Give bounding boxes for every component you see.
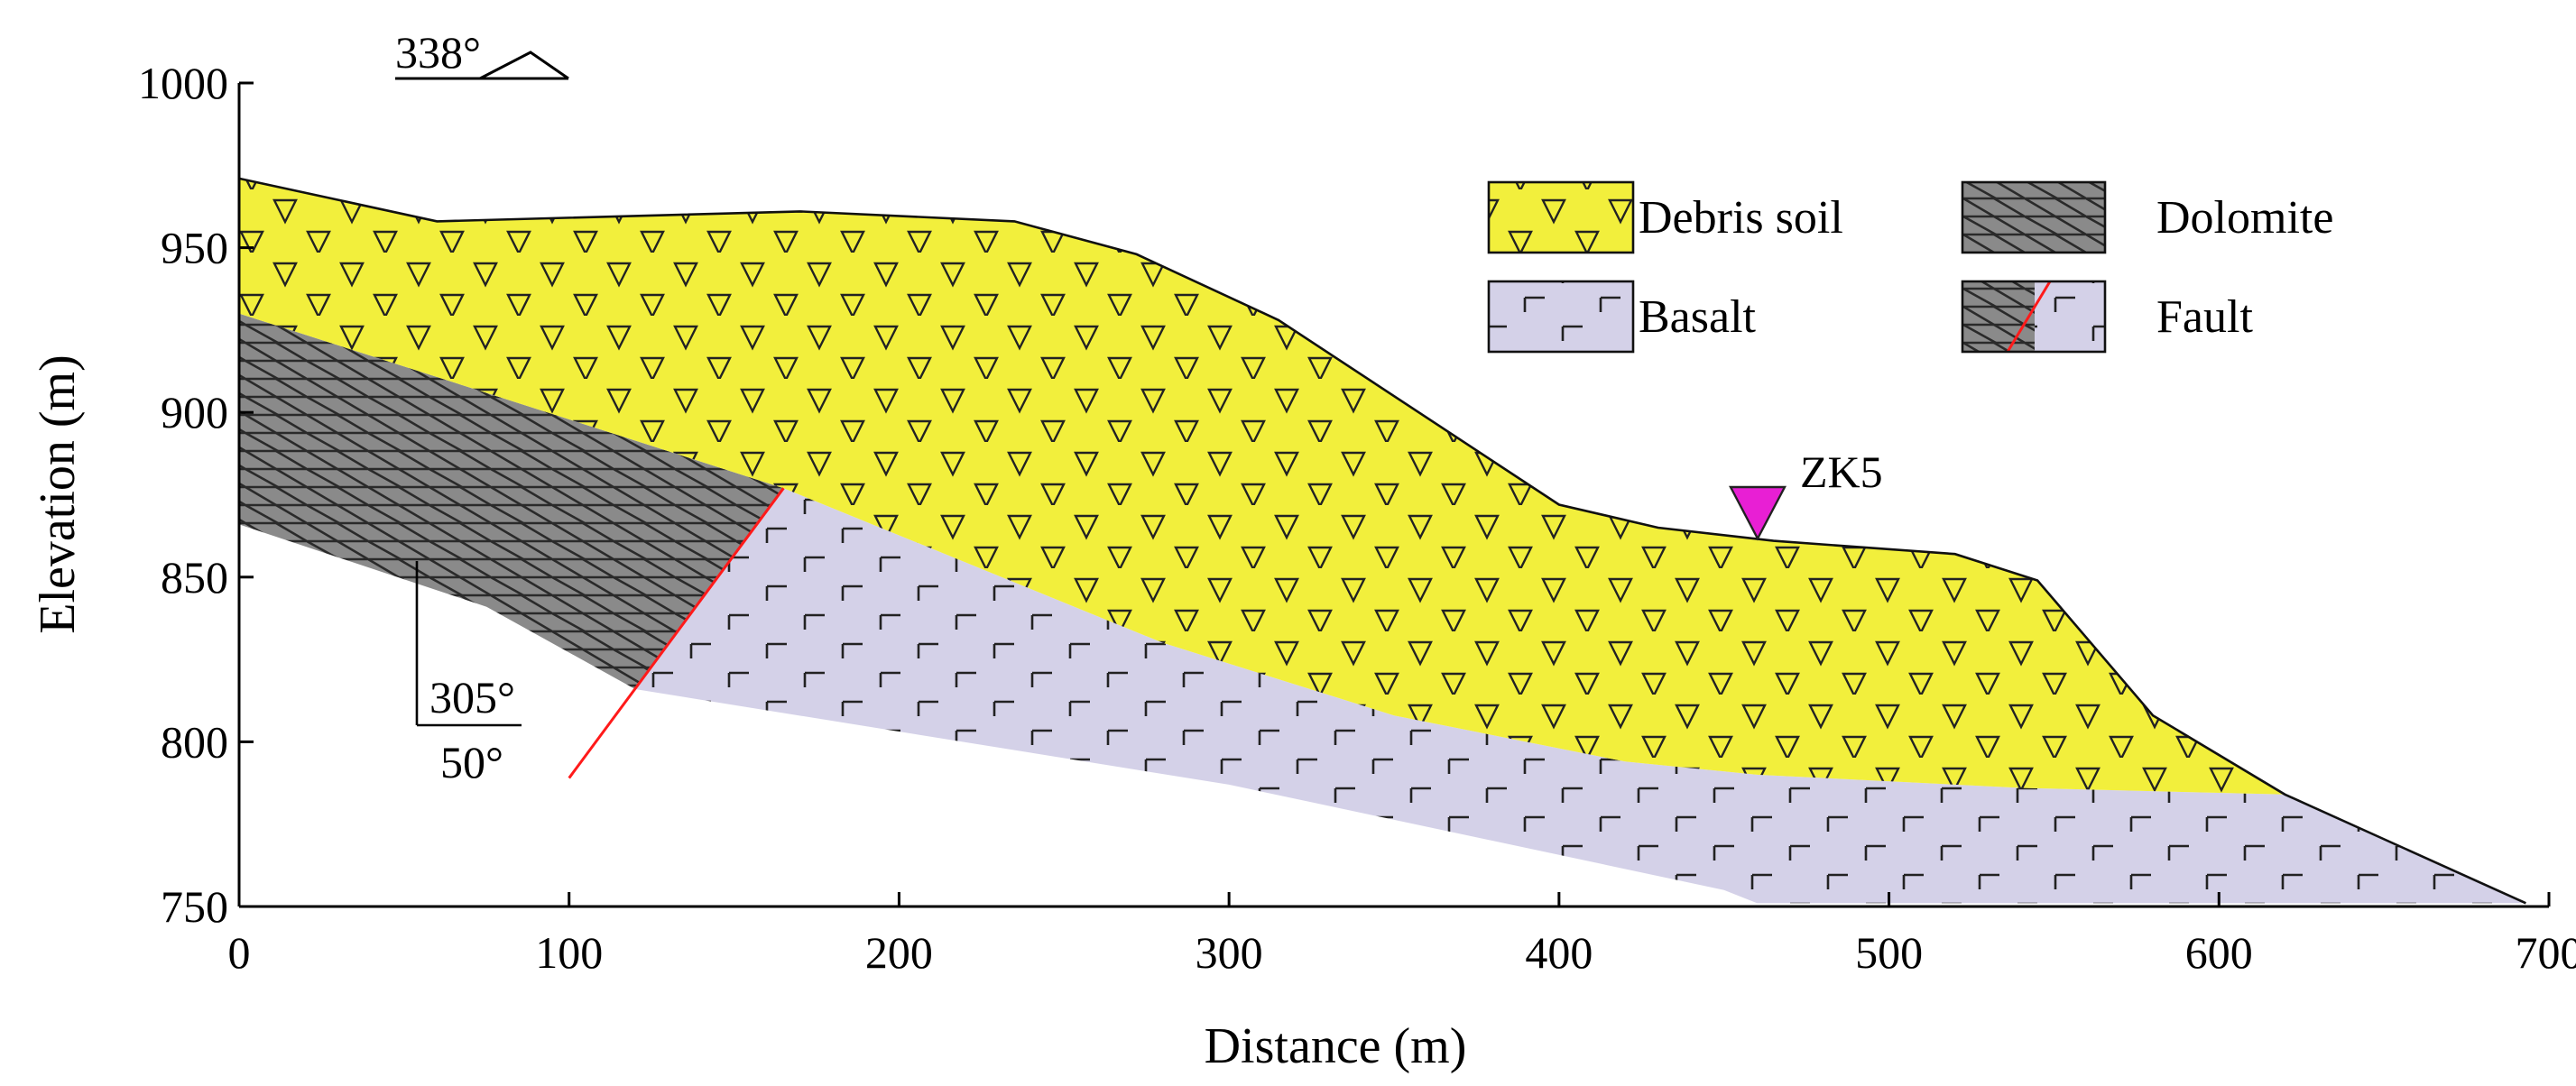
orientation-label: 338°: [395, 27, 481, 78]
legend-swatch-fault-dolomite: [1962, 281, 2035, 352]
x-tick-label: 0: [228, 927, 251, 978]
x-tick-label: 300: [1196, 927, 1263, 978]
y-tick-label: 950: [161, 223, 228, 273]
basalt-layer: [634, 488, 2526, 904]
y-tick-label: 750: [161, 881, 228, 932]
legend: Debris soil Dolomite Basalt Fault: [1487, 180, 2333, 354]
dip-direction-label: 305°: [429, 672, 515, 722]
x-ticks-group: 0 100 200 300 400 500 600 700: [228, 892, 2576, 978]
dip-angle-label: 50°: [440, 737, 503, 787]
legend-swatch-fault-line: [2006, 281, 2052, 353]
axes-group: 750 800 850 900 950 1000 0 100 200 300 400 500 600 7…: [30, 58, 2576, 1074]
orientation-triangle-icon: [479, 51, 569, 80]
ground-surface-line: [238, 177, 2526, 905]
debris-soil-layer: [239, 178, 2285, 795]
x-tick-label: 400: [1525, 927, 1593, 978]
legend-item-debris: Debris soil: [1487, 180, 1843, 254]
legend-swatch-dolomite: [1961, 180, 2107, 254]
dip-annotation: 305° 50°: [415, 561, 522, 787]
borehole-marker: ZK5: [1729, 446, 1883, 541]
borehole-label: ZK5: [1800, 446, 1883, 497]
borehole-triangle-icon: [1729, 485, 1787, 541]
y-ticks-group: 750 800 850 900 950 1000: [138, 58, 254, 932]
y-tick-label: 900: [161, 387, 228, 437]
x-tick-label: 500: [1855, 927, 1923, 978]
legend-swatch-fault-border: [1961, 280, 2107, 354]
x-tick-label: 100: [535, 927, 603, 978]
y-tick-label: 850: [161, 552, 228, 603]
dolomite-layer: [239, 313, 784, 689]
y-tick-label: 800: [161, 716, 228, 767]
legend-label-debris: Debris soil: [1639, 192, 1843, 244]
legend-label-dolomite: Dolomite: [2156, 192, 2333, 244]
layers-group: [238, 177, 2526, 905]
legend-label-fault: Fault: [2156, 291, 2253, 343]
legend-item-fault: Fault: [1961, 280, 2253, 354]
legend-item-dolomite: Dolomite: [1961, 180, 2333, 254]
y-tick-label: 1000: [138, 58, 228, 108]
legend-item-basalt: Basalt: [1487, 280, 1757, 354]
x-axis-label: Distance (m): [1205, 1018, 1467, 1074]
orientation-symbol: 338°: [395, 27, 569, 80]
legend-swatch-basalt: [1487, 280, 1635, 354]
legend-swatch-debris: [1487, 180, 1635, 254]
x-tick-label: 200: [865, 927, 933, 978]
x-tick-label: 600: [2185, 927, 2253, 978]
legend-label-basalt: Basalt: [1639, 291, 1757, 343]
fault-line: [568, 487, 785, 779]
x-tick-label: 700: [2516, 927, 2576, 978]
legend-swatch-fault-basalt: [2035, 281, 2105, 352]
y-axis-label: Elevation (m): [30, 354, 86, 633]
